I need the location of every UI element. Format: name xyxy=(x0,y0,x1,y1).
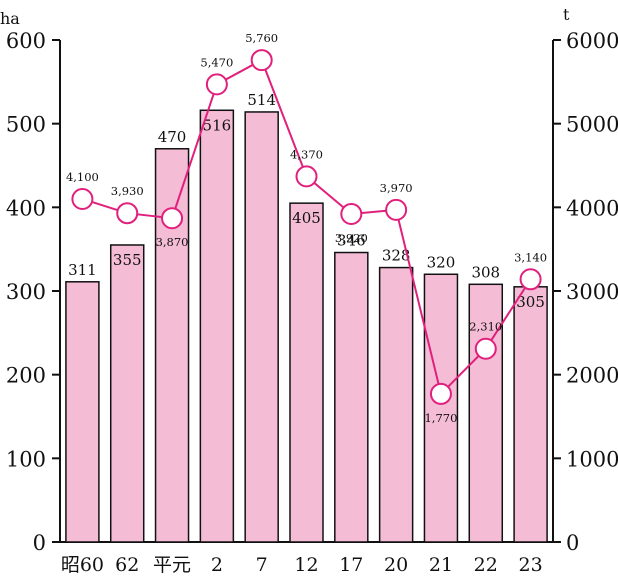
left-tick-label: 600 xyxy=(6,29,46,53)
right-tick-label: 2000 xyxy=(566,364,618,388)
bar-value-label: 320 xyxy=(427,253,456,271)
left-tick-label: 400 xyxy=(6,196,46,220)
bar-value-label: 355 xyxy=(113,251,142,269)
bar-value-label: 311 xyxy=(68,261,97,279)
bar-value-label: 328 xyxy=(382,247,411,265)
bar xyxy=(334,251,369,543)
bar xyxy=(109,244,145,543)
line-value-label: 3,920 xyxy=(335,231,368,245)
category-label: 2 xyxy=(211,554,223,576)
left-axis-ticks: 0 100 200 300 400 500 600 xyxy=(6,29,60,555)
line-value-label: 4,100 xyxy=(66,170,99,184)
line-data-labels: 4,100 3,930 3,870 5,470 5,760 4,370 3,920 3,970… xyxy=(66,31,547,425)
right-tick-label: 4000 xyxy=(566,196,618,220)
bar xyxy=(423,273,459,543)
category-labels: 昭60 62 平元 2 7 12 17 20 21 22 23 xyxy=(61,554,543,576)
bar xyxy=(65,281,100,543)
right-tick-label: 1000 xyxy=(566,447,618,471)
left-tick-label: 100 xyxy=(6,447,46,471)
category-label: 平元 xyxy=(153,554,191,576)
bar xyxy=(244,111,279,543)
category-label: 昭60 xyxy=(61,554,104,576)
bar-value-label: 405 xyxy=(292,209,321,227)
line-point xyxy=(429,382,452,405)
category-label: 62 xyxy=(115,554,139,576)
right-tick-label: 5000 xyxy=(566,113,618,137)
category-label: 12 xyxy=(294,554,318,576)
left-tick-label: 0 xyxy=(33,531,46,555)
bar xyxy=(289,202,324,543)
bar xyxy=(199,109,235,543)
bar-value-label: 346 xyxy=(337,232,366,250)
bar-value-label: 516 xyxy=(203,116,232,134)
line-value-label: 4,370 xyxy=(290,147,323,161)
line-point xyxy=(71,187,94,210)
line-point xyxy=(474,337,497,360)
bar-value-label: 305 xyxy=(516,293,545,311)
category-label: 21 xyxy=(429,554,453,576)
right-tick-label: 3000 xyxy=(566,280,618,304)
category-label: 20 xyxy=(384,554,408,576)
bar-value-label: 470 xyxy=(158,128,187,146)
line-point xyxy=(519,268,542,291)
line-value-label: 5,760 xyxy=(245,31,278,45)
line-value-label: 3,140 xyxy=(514,250,547,264)
line-value-label: 3,970 xyxy=(380,181,413,195)
category-label: 23 xyxy=(518,554,542,576)
line-point xyxy=(385,198,408,221)
line-value-label: 3,930 xyxy=(111,184,144,198)
line-point xyxy=(205,73,228,96)
line-point xyxy=(250,49,273,72)
category-label: 22 xyxy=(474,554,498,576)
left-axis-unit: ha xyxy=(0,9,20,28)
left-tick-label: 200 xyxy=(6,364,46,388)
line-series xyxy=(71,49,542,405)
right-axis-ticks: 0 1000 2000 3000 4000 5000 6000 xyxy=(553,29,618,555)
line-value-label: 1,770 xyxy=(424,411,457,425)
line-point xyxy=(295,165,318,188)
bar xyxy=(378,266,414,543)
line-point xyxy=(161,207,184,230)
line-point xyxy=(340,203,363,226)
bar-value-label: 308 xyxy=(471,263,500,281)
right-axis-unit: t xyxy=(563,5,570,24)
left-tick-label: 300 xyxy=(6,280,46,304)
line-value-label: 3,870 xyxy=(156,235,189,249)
line-point xyxy=(116,202,139,225)
left-tick-label: 500 xyxy=(6,113,46,137)
bar-value-label: 514 xyxy=(247,91,276,109)
bar xyxy=(468,283,504,543)
line-value-label: 5,470 xyxy=(200,55,233,69)
category-label: 7 xyxy=(256,554,268,576)
bar xyxy=(513,286,548,543)
category-label: 17 xyxy=(339,554,363,576)
right-tick-label: 0 xyxy=(566,531,579,555)
bar-data-labels: 311 355 470 516 514 405 346 328 320 308 305 xyxy=(68,91,545,311)
line-value-label: 2,310 xyxy=(469,320,502,334)
right-tick-label: 6000 xyxy=(566,29,618,53)
